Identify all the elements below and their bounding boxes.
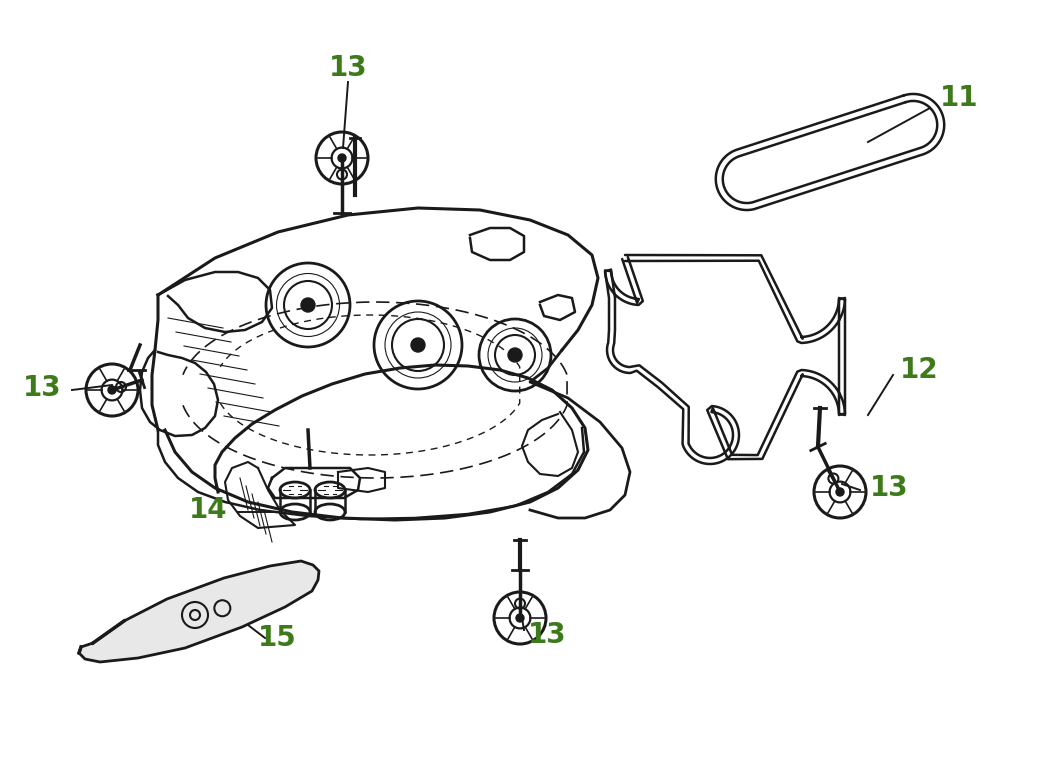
Circle shape [516, 614, 524, 622]
Text: 12: 12 [900, 356, 939, 384]
Text: 14: 14 [189, 496, 227, 524]
Text: 11: 11 [940, 84, 979, 112]
Circle shape [836, 488, 844, 496]
Text: 13: 13 [328, 54, 368, 82]
Text: 13: 13 [870, 474, 909, 502]
Circle shape [508, 348, 522, 362]
Text: 13: 13 [23, 374, 62, 402]
Circle shape [338, 154, 345, 162]
Circle shape [108, 386, 116, 394]
Text: 15: 15 [258, 624, 297, 652]
Circle shape [301, 298, 315, 312]
Circle shape [411, 338, 425, 352]
Polygon shape [79, 561, 319, 662]
Text: 13: 13 [528, 621, 567, 649]
